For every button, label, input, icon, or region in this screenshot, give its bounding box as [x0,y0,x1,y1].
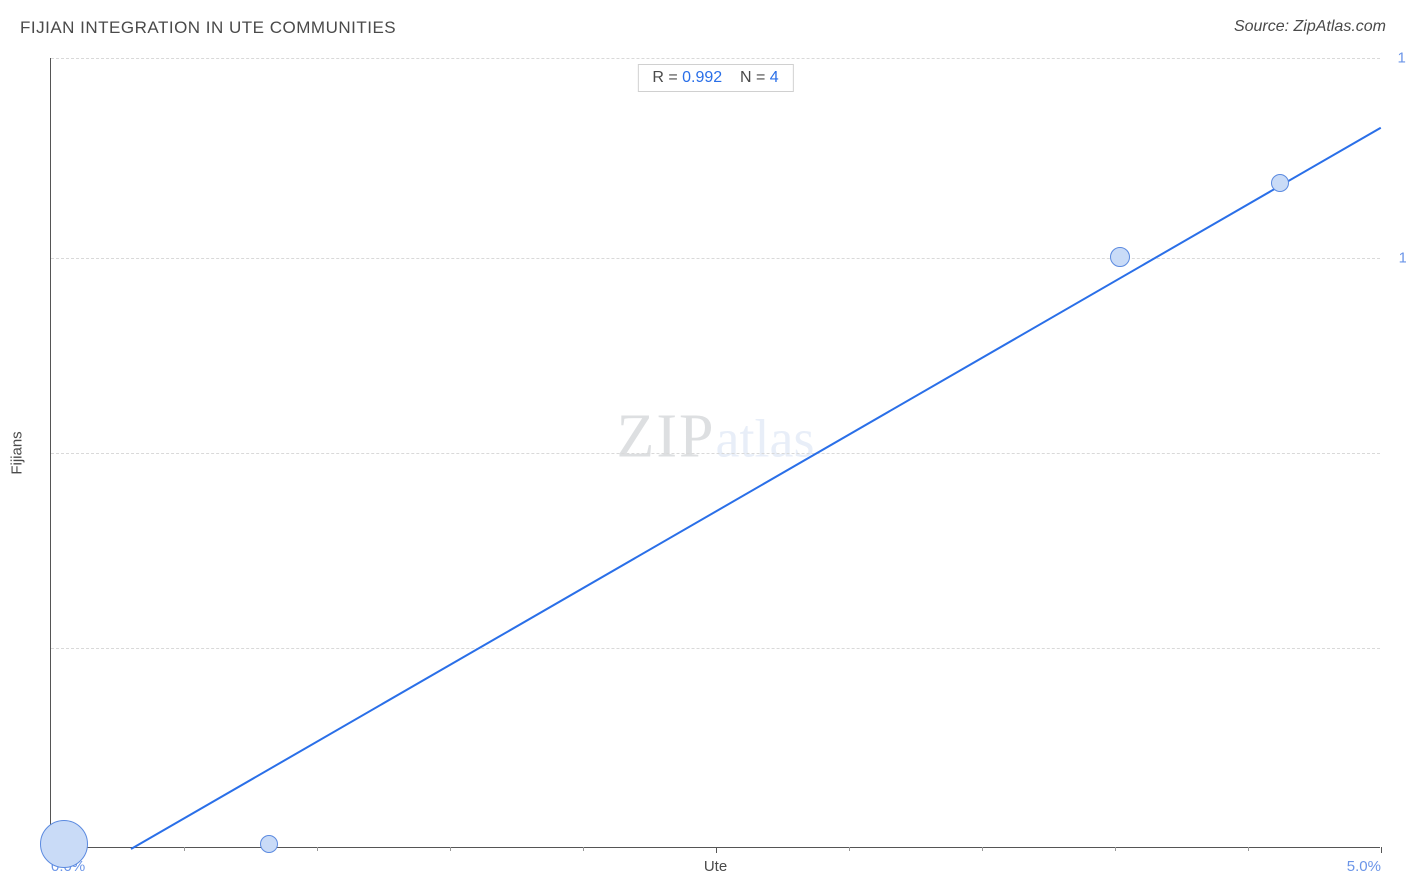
stats-r-label: R = [652,69,682,86]
data-point [260,835,278,853]
x-tick-major [1381,847,1382,853]
x-axis-label: Ute [704,858,727,875]
x-tick-minor [583,847,584,851]
x-tick-minor [317,847,318,851]
x-tick-minor [1115,847,1116,851]
stats-r-value: 0.992 [682,69,722,86]
gridline [51,258,1380,259]
stats-box: R = 0.992 N = 4 [637,64,793,92]
stats-n-label: N = [740,69,770,86]
x-tick-minor [184,847,185,851]
y-tick-label: 15.0% [1388,50,1406,67]
y-tick-label: 3.8% [1388,639,1406,656]
gridline [51,58,1380,59]
x-tick-minor [849,847,850,851]
x-tick-label: 5.0% [1347,858,1381,875]
y-tick-label: 11.2% [1388,250,1406,267]
stats-n-value: 4 [770,69,779,86]
scatter-plot: ZIPatlas R = 0.992 N = 4 Fijians Ute 3.8… [50,58,1380,848]
y-axis-label: Fijians [9,431,26,474]
data-point [1271,174,1289,192]
watermark-atlas: atlas [716,408,815,468]
gridline [51,453,1380,454]
watermark-zip: ZIP [617,402,716,470]
data-point [40,820,88,868]
x-tick-major [716,847,717,853]
gridline [51,648,1380,649]
x-tick-minor [982,847,983,851]
data-point [1110,247,1130,267]
regression-line [130,127,1381,850]
x-tick-minor [450,847,451,851]
chart-source: Source: ZipAtlas.com [1234,18,1386,36]
chart-header: FIJIAN INTEGRATION IN UTE COMMUNITIES So… [20,18,1386,42]
y-tick-label: 7.5% [1388,445,1406,462]
chart-title: FIJIAN INTEGRATION IN UTE COMMUNITIES [20,18,396,37]
x-tick-minor [1248,847,1249,851]
watermark: ZIPatlas [617,401,815,472]
